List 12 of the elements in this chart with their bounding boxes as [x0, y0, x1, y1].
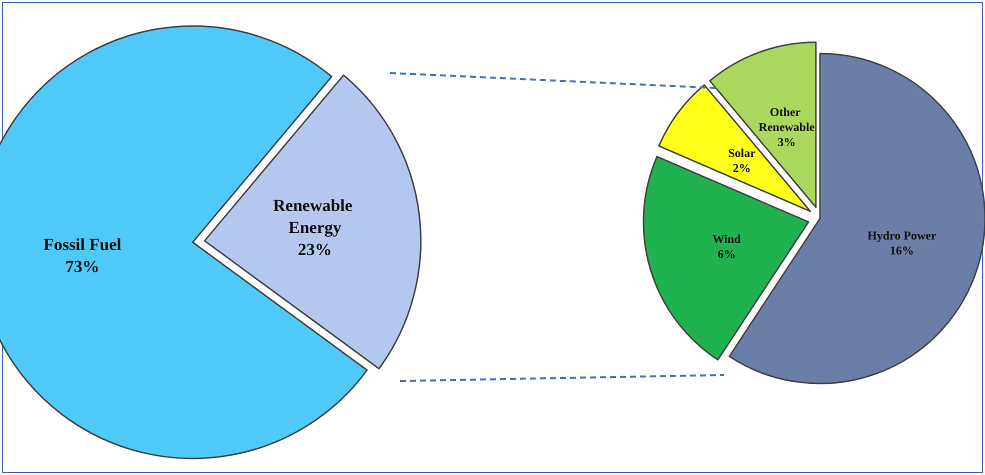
data-label: 23%	[298, 240, 332, 260]
slice-label: Renewable Energy	[273, 196, 357, 238]
data-label: 16%	[890, 244, 914, 258]
slice-label: Other Renewable	[758, 104, 816, 134]
data-label: 2%	[732, 160, 751, 175]
slice-label: Fossil Fuel	[43, 235, 122, 254]
data-label: 6%	[718, 246, 736, 261]
slice-label: Solar	[728, 146, 756, 160]
data-label: 3%	[778, 134, 796, 149]
slice-label: Hydro Power	[868, 228, 937, 243]
data-label: 73%	[65, 257, 100, 276]
slice-label: Wind	[712, 232, 742, 246]
